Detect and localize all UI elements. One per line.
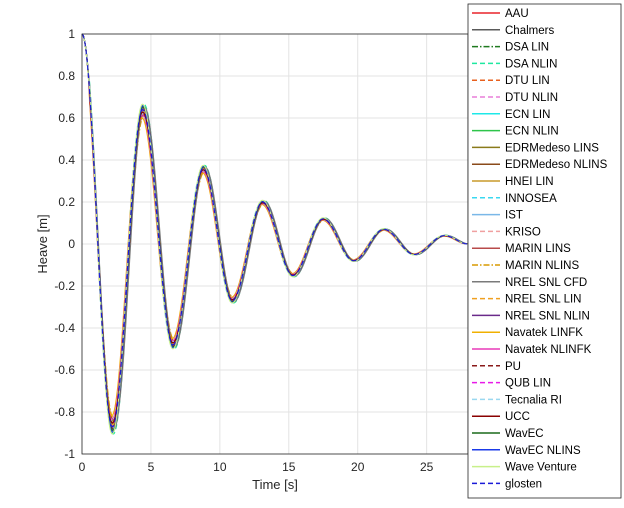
legend-label: DSA NLIN bbox=[505, 58, 557, 70]
legend-label: WavEC NLINS bbox=[505, 445, 581, 457]
x-tick-label: 5 bbox=[148, 460, 155, 474]
legend: AAU Chalmers DSA LIN DSA NLIN DTU LIN DTU NLI… bbox=[467, 3, 622, 499]
y-tick-label: 0.8 bbox=[58, 69, 75, 83]
legend-label: QUB LIN bbox=[505, 378, 551, 390]
legend-label: EDRMedeso LINS bbox=[505, 142, 599, 154]
legend-label: KRISO bbox=[505, 226, 541, 238]
legend-label: DSA LIN bbox=[505, 42, 549, 54]
legend-label: NREL SNL CFD bbox=[505, 277, 587, 289]
x-tick-label: 10 bbox=[213, 460, 227, 474]
legend-label: ECN LIN bbox=[505, 109, 550, 121]
legend-label: DTU NLIN bbox=[505, 92, 558, 104]
x-tick-label: 20 bbox=[351, 460, 365, 474]
legend-label: UCC bbox=[505, 411, 530, 423]
legend-label: Navatek LINFK bbox=[505, 327, 583, 339]
x-tick-label: 15 bbox=[282, 460, 296, 474]
y-tick-label: 0.2 bbox=[58, 195, 75, 209]
legend-label: PU bbox=[505, 361, 521, 373]
legend-label: Navatek NLINFK bbox=[505, 344, 592, 356]
legend-label: INNOSEA bbox=[505, 193, 557, 205]
legend-label: WavEC bbox=[505, 428, 544, 440]
legend-label: NREL SNL NLIN bbox=[505, 310, 590, 322]
y-tick-label: -0.4 bbox=[54, 321, 75, 335]
legend-label: Wave Venture bbox=[505, 462, 577, 474]
y-tick-label: -1 bbox=[64, 447, 75, 461]
legend-label: NREL SNL LIN bbox=[505, 294, 581, 306]
legend-label: Chalmers bbox=[505, 25, 554, 37]
x-axis-label: Time [s] bbox=[252, 477, 298, 492]
legend-label: DTU LIN bbox=[505, 75, 550, 87]
legend-label: Tecnalia RI bbox=[505, 394, 562, 406]
series-lines bbox=[81, 33, 468, 435]
x-tick-label: 0 bbox=[79, 460, 86, 474]
legend-label: AAU bbox=[505, 8, 529, 20]
series-line bbox=[81, 33, 468, 431]
y-tick-label: -0.6 bbox=[54, 363, 75, 377]
legend-label: ECN NLIN bbox=[505, 126, 559, 138]
y-tick-label: 0 bbox=[68, 237, 75, 251]
legend-label: MARIN LINS bbox=[505, 243, 571, 255]
y-axis-label: Heave [m] bbox=[35, 214, 50, 273]
x-tick-labels: 0 5 10 15 20 25 bbox=[79, 460, 434, 474]
y-tick-label: 0.6 bbox=[58, 111, 75, 125]
y-tick-label: -0.2 bbox=[54, 279, 75, 293]
legend-label: EDRMedeso NLINS bbox=[505, 159, 608, 171]
legend-label: glosten bbox=[505, 478, 542, 490]
x-tick-label: 25 bbox=[420, 460, 434, 474]
legend-label: IST bbox=[505, 210, 523, 222]
y-tick-labels: 1 0.8 0.6 0.4 0.2 0 -0.2 -0.4 -0.6 -0.8 -1 bbox=[54, 27, 75, 461]
series-line bbox=[81, 33, 468, 428]
y-tick-label: 1 bbox=[68, 27, 75, 41]
legend-label: HNEI LIN bbox=[505, 176, 554, 188]
y-tick-label: 0.4 bbox=[58, 153, 75, 167]
legend-label: MARIN NLINS bbox=[505, 260, 579, 272]
y-tick-label: -0.8 bbox=[54, 405, 75, 419]
